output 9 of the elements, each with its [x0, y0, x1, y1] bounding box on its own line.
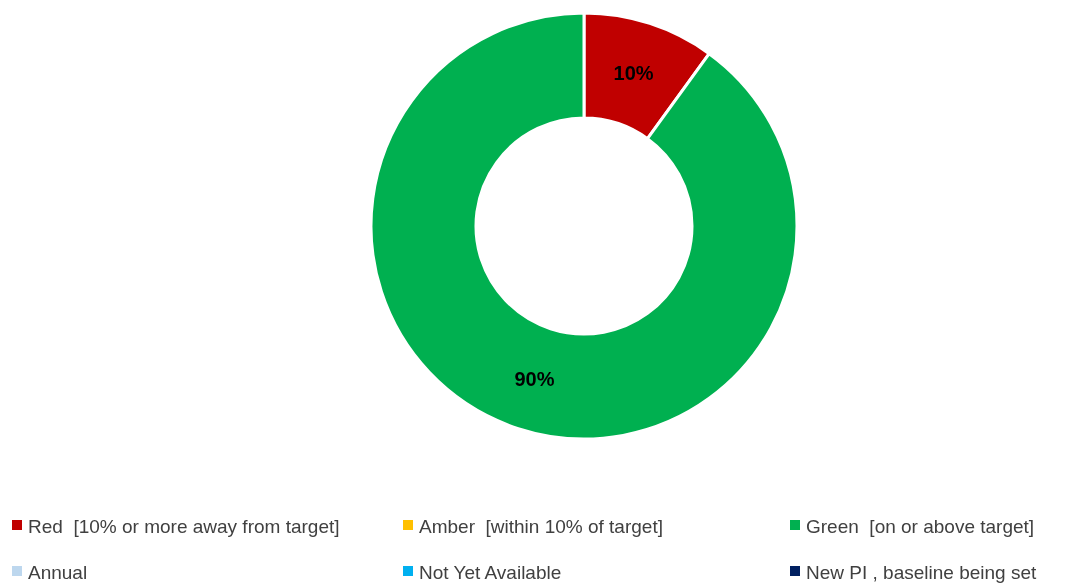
data-label: 90%	[514, 367, 555, 390]
legend-label: Amber [within 10% of target]	[419, 515, 663, 537]
donut-slice	[369, 11, 799, 441]
legend-label: Red [10% or more away from target]	[28, 515, 340, 537]
legend-label: Green [on or above target]	[806, 515, 1035, 537]
data-label: 10%	[613, 62, 654, 85]
legend-label: Annual	[28, 561, 88, 583]
legend-label: Not Yet Available	[419, 561, 562, 583]
legend-label: New PI , baseline being set	[806, 561, 1037, 583]
